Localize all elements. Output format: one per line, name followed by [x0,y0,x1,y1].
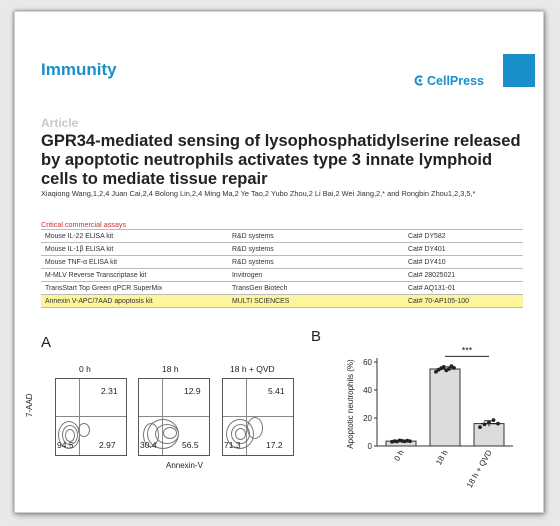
data-point [442,365,446,369]
flow-plot-title: 0 h [79,364,91,374]
assay-row: M-MLV Reverse Transcriptase kit Invitroge… [41,269,523,282]
assay-name: TransStart Top Green qPCR SuperMix [41,282,232,295]
assay-source: R&D systems [232,256,408,269]
assay-source: R&D systems [232,243,408,256]
panel-a-label: A [41,334,51,351]
bar [430,369,460,446]
data-point [487,420,491,424]
cellpress-logo-icon [414,75,425,86]
article-page: Immunity CellPress Article GPR34-mediate… [14,11,544,513]
assay-cat: Cat# DY582 [408,230,523,243]
flow-quadrant-ll: 30.4 [140,440,157,450]
y-tick-label: 20 [363,414,372,423]
y-tick-label: 40 [363,386,372,395]
assay-name: Annexin V-APC/7AAD apoptosis kit [41,295,232,308]
assay-name: Mouse TNF-α ELISA kit [41,256,232,269]
assay-cat: Cat# 70-AP105-100 [408,295,523,308]
assay-name: Mouse IL-1β ELISA kit [41,243,232,256]
y-axis-label: Apoptotic neutrophils (%) [346,359,355,449]
assay-row: Annexin V-APC/7AAD apoptosis kit MULTI SC… [41,295,523,308]
flow-quadrant-lr: 2.97 [99,440,116,450]
flow-quadrant-ur: 12.9 [184,386,201,396]
assay-cat: Cat# DY410 [408,256,523,269]
y-tick-label: 0 [368,442,373,451]
assay-cat: Cat# 28025021 [408,269,523,282]
assay-row: Mouse TNF-α ELISA kit R&D systems Cat# DY4… [41,256,523,269]
flow-x-axis-label: Annexin-V [166,461,203,470]
flow-plot-title: 18 h + QVD [230,364,275,374]
journal-name: Immunity [41,60,117,80]
assay-row: Mouse IL-1β ELISA kit R&D systems Cat# DY4… [41,243,523,256]
y-tick-label: 60 [363,358,372,367]
assay-row: TransStart Top Green qPCR SuperMix TransG… [41,282,523,295]
assay-table: Mouse IL-22 ELISA kit R&D systems Cat# DY5… [41,229,523,308]
author-list: Xiaqiong Wang,1,2,4 Juan Cai,2,4 Bolong … [41,189,511,199]
x-tick-label: 0 h [392,449,405,463]
publisher-name: CellPress [427,74,484,88]
x-tick-label: 18 h + QVD [465,448,494,489]
assay-row: Mouse IL-22 ELISA kit R&D systems Cat# DY5… [41,230,523,243]
assay-source: Invitrogen [232,269,408,282]
flow-quadrant-lr: 56.5 [182,440,199,450]
significance-label: *** [462,345,473,355]
flow-quadrant-ll: 94.5 [57,440,74,450]
assay-cat: Cat# DY401 [408,243,523,256]
data-point [478,425,482,429]
assay-source: R&D systems [232,230,408,243]
flow-quadrant-ur: 5.41 [268,386,285,396]
flow-plot-title: 18 h [162,364,179,374]
assay-cat: Cat# AQ131-01 [408,282,523,295]
flow-quadrant-lr: 17.2 [266,440,283,450]
assay-source: TransGen Biotech [232,282,408,295]
flow-quadrant-ll: 71.3 [224,440,241,450]
data-point [408,439,412,443]
flow-quadrant-ur: 2.31 [101,386,118,396]
data-point [447,367,451,371]
data-point [496,422,500,426]
assay-source: MULTI SCIENCES [232,295,408,308]
apoptosis-bar-chart: 0 20 40 60 Apoptotic neutrophils (%) 0 h 18 h 1… [315,342,530,502]
assay-table-heading: Critical commercial assays [41,220,126,229]
flow-y-axis-label: 7-AAD [25,393,34,417]
publisher-square-logo [503,54,535,87]
data-point [452,366,456,370]
assay-name: Mouse IL-22 ELISA kit [41,230,232,243]
article-title: GPR34-mediated sensing of lysophosphatid… [41,132,521,189]
data-point [492,418,496,422]
x-tick-label: 18 h [434,449,450,467]
data-point [483,422,487,426]
assay-name: M-MLV Reverse Transcriptase kit [41,269,232,282]
article-type: Article [41,116,78,130]
